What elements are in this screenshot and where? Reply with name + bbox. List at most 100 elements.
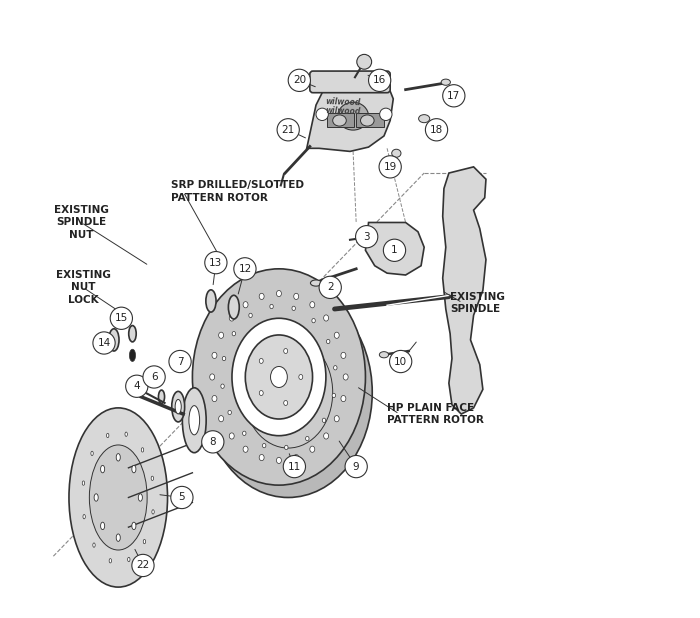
Ellipse shape — [441, 79, 450, 85]
Text: 4: 4 — [134, 381, 140, 391]
Ellipse shape — [245, 335, 312, 419]
Ellipse shape — [183, 388, 206, 452]
Text: 2: 2 — [327, 282, 333, 292]
Text: EXISTING
SPINDLE: EXISTING SPINDLE — [450, 292, 505, 314]
Ellipse shape — [132, 522, 136, 530]
Circle shape — [277, 119, 300, 141]
Bar — [356, 113, 384, 127]
Ellipse shape — [294, 454, 299, 460]
Ellipse shape — [210, 374, 215, 380]
Ellipse shape — [332, 393, 335, 397]
Ellipse shape — [232, 318, 326, 436]
Ellipse shape — [116, 534, 120, 541]
Ellipse shape — [392, 150, 401, 158]
Circle shape — [390, 350, 412, 373]
Text: 13: 13 — [209, 258, 223, 268]
Ellipse shape — [310, 446, 315, 452]
Ellipse shape — [248, 313, 252, 318]
Ellipse shape — [285, 446, 288, 450]
Ellipse shape — [175, 399, 181, 414]
Ellipse shape — [335, 416, 339, 422]
Circle shape — [345, 455, 368, 478]
Ellipse shape — [144, 540, 146, 544]
Ellipse shape — [337, 102, 368, 130]
Ellipse shape — [129, 326, 137, 342]
Circle shape — [234, 258, 256, 280]
Text: 18: 18 — [430, 125, 443, 135]
Text: 5: 5 — [178, 493, 186, 502]
Text: 12: 12 — [238, 264, 251, 274]
Circle shape — [284, 455, 305, 478]
Ellipse shape — [341, 396, 346, 402]
Ellipse shape — [306, 436, 309, 441]
Text: 7: 7 — [176, 357, 183, 366]
Text: 22: 22 — [136, 561, 150, 570]
Text: wilwood: wilwood — [325, 98, 360, 108]
Ellipse shape — [284, 400, 288, 405]
Ellipse shape — [310, 302, 315, 308]
Text: HP PLAIN FACE
PATTERN ROTOR: HP PLAIN FACE PATTERN ROTOR — [387, 403, 484, 425]
Ellipse shape — [116, 454, 120, 461]
Circle shape — [384, 239, 405, 261]
Ellipse shape — [334, 366, 337, 370]
Text: 9: 9 — [353, 462, 360, 472]
Text: EXISTING
SPINDLE
NUT: EXISTING SPINDLE NUT — [54, 205, 108, 240]
Ellipse shape — [360, 115, 374, 126]
Ellipse shape — [189, 405, 199, 435]
Text: 11: 11 — [288, 462, 301, 472]
Text: wilwood: wilwood — [325, 106, 360, 116]
Text: 21: 21 — [281, 125, 295, 135]
Text: 6: 6 — [150, 372, 158, 382]
Ellipse shape — [141, 447, 144, 452]
Ellipse shape — [243, 446, 248, 452]
Circle shape — [368, 69, 391, 91]
Ellipse shape — [270, 366, 287, 387]
Ellipse shape — [228, 295, 239, 319]
Ellipse shape — [91, 451, 93, 455]
Polygon shape — [365, 222, 424, 275]
Circle shape — [110, 307, 132, 329]
Ellipse shape — [204, 287, 372, 497]
Ellipse shape — [125, 432, 127, 436]
Ellipse shape — [259, 391, 263, 396]
Ellipse shape — [292, 306, 295, 310]
Ellipse shape — [312, 318, 315, 323]
Circle shape — [288, 69, 310, 91]
Circle shape — [171, 486, 193, 509]
Polygon shape — [442, 167, 486, 414]
Ellipse shape — [151, 476, 153, 480]
Text: 19: 19 — [384, 162, 397, 172]
Circle shape — [132, 554, 154, 577]
Ellipse shape — [419, 115, 430, 122]
Ellipse shape — [232, 284, 356, 439]
Ellipse shape — [299, 375, 303, 379]
Circle shape — [316, 108, 328, 121]
Ellipse shape — [101, 465, 105, 473]
Ellipse shape — [206, 290, 216, 312]
Ellipse shape — [310, 280, 321, 286]
Ellipse shape — [83, 515, 85, 519]
Ellipse shape — [158, 390, 164, 404]
Ellipse shape — [152, 510, 154, 514]
Ellipse shape — [244, 337, 332, 448]
Ellipse shape — [212, 396, 217, 402]
Text: 1: 1 — [391, 245, 398, 255]
Text: 16: 16 — [373, 75, 386, 85]
Text: EXISTING
NUT
LOCK: EXISTING NUT LOCK — [55, 270, 111, 305]
Ellipse shape — [109, 559, 111, 563]
Ellipse shape — [130, 349, 136, 362]
Circle shape — [205, 252, 227, 274]
Ellipse shape — [223, 357, 226, 361]
Ellipse shape — [270, 304, 273, 308]
Ellipse shape — [242, 431, 246, 436]
Text: 8: 8 — [209, 437, 216, 447]
Text: 10: 10 — [394, 357, 407, 366]
Circle shape — [442, 85, 465, 107]
Text: 17: 17 — [447, 91, 461, 101]
Ellipse shape — [262, 444, 266, 448]
Text: SRP DRILLED/SLOTTED
PATTERN ROTOR: SRP DRILLED/SLOTTED PATTERN ROTOR — [171, 180, 304, 203]
Ellipse shape — [294, 294, 299, 300]
Ellipse shape — [232, 331, 236, 336]
Ellipse shape — [276, 457, 281, 464]
Ellipse shape — [127, 557, 130, 562]
